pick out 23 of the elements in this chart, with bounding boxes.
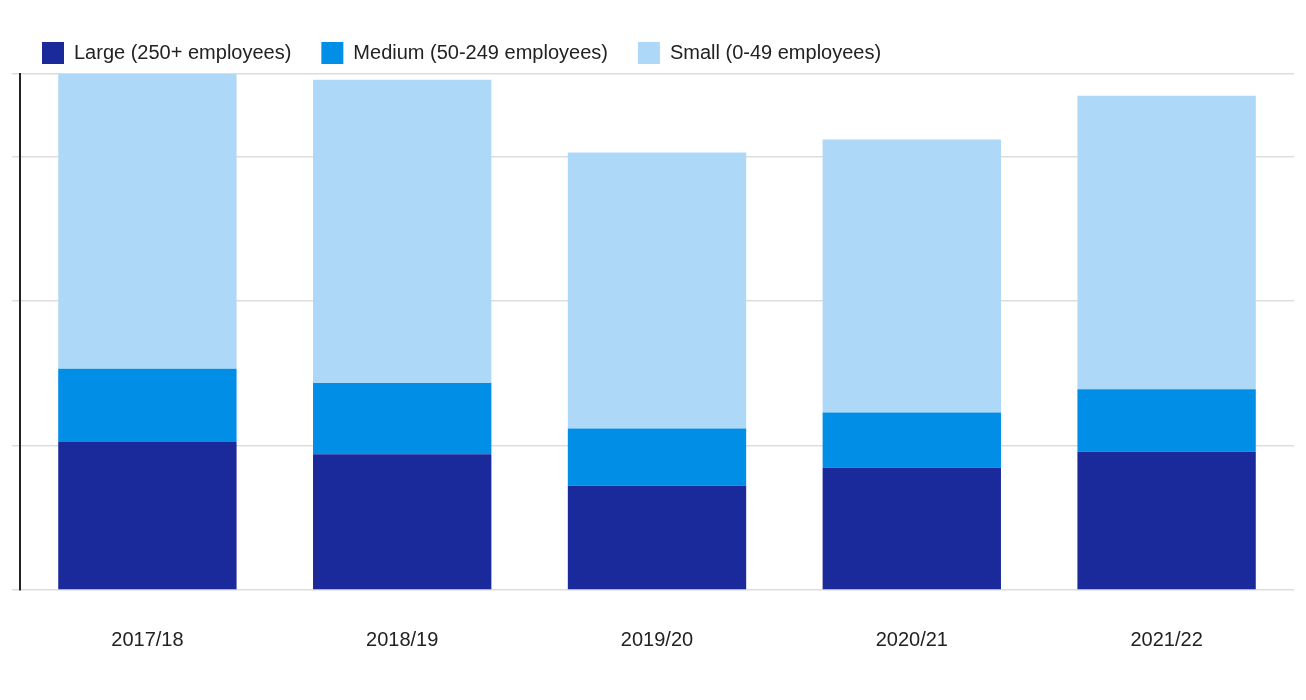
bar bbox=[58, 74, 237, 369]
x-tick-label: 2019/20 bbox=[620, 627, 694, 650]
bar bbox=[313, 383, 492, 455]
bar bbox=[822, 467, 1001, 590]
x-tick-label: 2021/22 bbox=[1130, 627, 1203, 650]
bar bbox=[313, 454, 492, 590]
bar bbox=[58, 368, 237, 442]
legend-label: Small (0-49 employees) bbox=[669, 40, 882, 63]
bar bbox=[567, 152, 747, 429]
legend-label: Medium (50-249 employees) bbox=[353, 40, 608, 63]
x-tick-label: 2017/18 bbox=[111, 627, 184, 650]
bar bbox=[822, 139, 1001, 413]
legend-label: Large (250+ employees) bbox=[74, 40, 292, 63]
bar bbox=[313, 79, 492, 384]
bar bbox=[567, 428, 747, 486]
x-tick-label: 2020/21 bbox=[875, 627, 948, 650]
bar bbox=[1077, 95, 1256, 390]
bar bbox=[1077, 451, 1256, 590]
x-tick-label: 2018/19 bbox=[366, 627, 439, 650]
bar bbox=[58, 441, 237, 590]
bar bbox=[567, 485, 747, 590]
bar bbox=[822, 412, 1001, 468]
bar bbox=[1077, 389, 1256, 452]
